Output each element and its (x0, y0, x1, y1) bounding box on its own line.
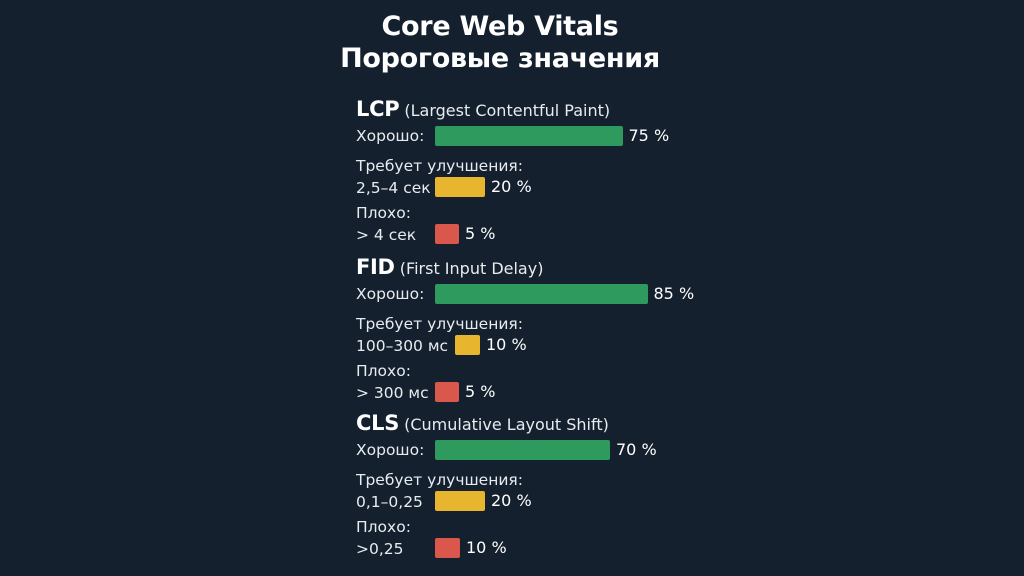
row-label-lcp-needs: Требует улучшения: (356, 157, 523, 175)
row-threshold-lcp-poor: > 4 сек (356, 226, 417, 244)
row-label-cls-good: Хорошо: (356, 441, 425, 459)
bar-lcp-poor (435, 224, 459, 244)
metric-fullname-fid: (First Input Delay) (399, 259, 544, 278)
bar-fid-good (435, 284, 648, 304)
row-threshold-lcp-needs: 2,5–4 сек (356, 179, 431, 197)
value-label-fid-poor: 5 % (465, 382, 496, 401)
row-label-fid-needs: Требует улучшения: (356, 315, 523, 333)
bar-lcp-good (435, 126, 623, 146)
row-label-lcp-poor: Плохо: (356, 204, 411, 222)
chart-title-line-1: Core Web Vitals (381, 11, 619, 42)
value-label-cls-good: 70 % (616, 440, 657, 459)
value-label-cls-needs: 20 % (491, 491, 532, 510)
bar-cls-good (435, 440, 610, 460)
bar-cls-poor (435, 538, 460, 558)
value-label-lcp-good: 75 % (628, 126, 670, 145)
bar-fid-poor (435, 382, 459, 402)
row-label-cls-needs: Требует улучшения: (356, 471, 523, 489)
row-threshold-cls-poor: >0,25 (356, 540, 404, 558)
metric-heading-fid: FID (First Input Delay) (356, 254, 543, 282)
metric-abbr-fid: FID (356, 255, 395, 279)
row-label-lcp-good: Хорошо: (356, 127, 425, 145)
metric-fullname-cls: (Cumulative Layout Shift) (404, 415, 609, 434)
row-label-cls-poor: Плохо: (356, 518, 411, 536)
metric-heading-lcp: LCP (Largest Contentful Paint) (356, 96, 610, 124)
bar-fid-needs (455, 335, 480, 355)
value-label-lcp-needs: 20 % (491, 177, 532, 196)
value-label-fid-needs: 10 % (486, 335, 527, 354)
row-label-fid-poor: Плохо: (356, 362, 411, 380)
row-threshold-cls-needs: 0,1–0,25 (356, 493, 423, 511)
metric-heading-cls: CLS (Cumulative Layout Shift) (356, 410, 609, 438)
chart-title-line-2: Пороговые значения (340, 43, 660, 74)
value-label-fid-good: 85 % (653, 284, 695, 303)
row-threshold-fid-poor: > 300 мс (356, 384, 429, 402)
bar-lcp-needs (435, 177, 485, 197)
metric-fullname-lcp: (Largest Contentful Paint) (404, 101, 611, 120)
value-label-cls-poor: 10 % (466, 538, 507, 557)
value-label-lcp-poor: 5 % (465, 224, 496, 243)
metric-abbr-cls: CLS (356, 411, 400, 435)
bar-cls-needs (435, 491, 485, 511)
row-threshold-fid-needs: 100–300 мс (356, 337, 449, 355)
row-label-fid-good: Хорошо: (356, 285, 425, 303)
metric-abbr-lcp: LCP (356, 97, 400, 121)
